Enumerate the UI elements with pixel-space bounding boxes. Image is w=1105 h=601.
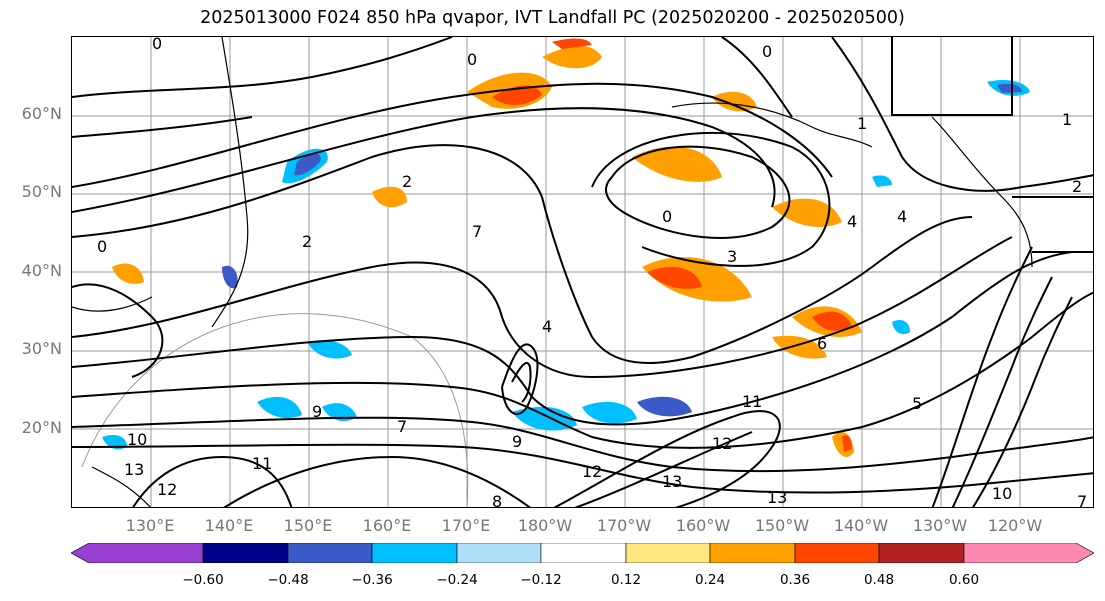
contour-label: 7: [472, 222, 482, 241]
lon-label: 180°W: [517, 516, 573, 535]
colorbar-tick: −0.36: [351, 572, 393, 588]
contour-label: 7: [1077, 492, 1087, 508]
contour-label: 6: [817, 334, 827, 353]
contour-label: 9: [512, 432, 522, 451]
ivt-contours: [72, 37, 1093, 507]
lon-label: 140°E: [204, 516, 254, 535]
lon-label: 130°E: [125, 516, 175, 535]
colorbar-segment: [202, 543, 289, 563]
colorbar-segment: [287, 543, 373, 563]
contour-label: 12: [712, 434, 732, 453]
contour-label: 12: [157, 480, 177, 499]
contour-label: 7: [397, 417, 407, 436]
contour-label: 2: [302, 232, 312, 251]
colorbar-segment: [709, 543, 796, 563]
lon-label: 170°E: [441, 516, 491, 535]
colorbar-segment: [625, 543, 711, 563]
colorbar-segment: [456, 543, 542, 563]
colorbar-segment: [71, 543, 204, 563]
contour-label: 2: [1072, 177, 1082, 196]
colorbar-segment: [371, 543, 458, 563]
contour-label: 0: [762, 42, 772, 61]
contour-label: 8: [492, 492, 502, 508]
colorbar-tick: −0.12: [520, 572, 562, 588]
colorbar-segment: [963, 543, 1094, 563]
contour-label: 0: [97, 237, 107, 256]
contour-label: 0: [662, 207, 672, 226]
lat-label: 60°N: [21, 104, 62, 123]
colorbar: [71, 543, 1094, 563]
contour-label: 0: [152, 37, 162, 53]
contour-label-layer: 0 0 0 0 0 1 1 2 2 2 3 4 4 4 5 6 7 7 9 9 …: [97, 37, 1087, 508]
colorbar-tick: 0.24: [694, 572, 726, 588]
contour-label: 13: [662, 472, 682, 491]
contour-label: 0: [467, 50, 477, 69]
lon-label: 150°E: [283, 516, 333, 535]
contour-label: 4: [847, 212, 857, 231]
colorbar-tick: −0.60: [182, 572, 224, 588]
contour-label: 3: [727, 247, 737, 266]
map-canvas: 0 0 0 0 0 1 1 2 2 2 3 4 4 4 5 6 7 7 9 9 …: [72, 37, 1093, 508]
lon-label: 150°W: [754, 516, 810, 535]
colorbar-segment: [878, 543, 965, 563]
colorbar-tick: 0.48: [863, 572, 895, 588]
contour-label: 4: [542, 317, 552, 336]
lon-label: 170°W: [596, 516, 652, 535]
colorbar-tick: 0.12: [610, 572, 642, 588]
lat-label: 30°N: [21, 339, 62, 358]
map-plot-area: 0 0 0 0 0 1 1 2 2 2 3 4 4 4 5 6 7 7 9 9 …: [71, 36, 1094, 508]
contour-label: 9: [312, 402, 322, 421]
lon-label: 140°W: [833, 516, 889, 535]
qvapor-anomaly-fills: [102, 38, 1030, 457]
contour-label: 11: [252, 454, 272, 473]
contour-label: 4: [897, 207, 907, 226]
colorbar-tick: 0.36: [779, 572, 811, 588]
lon-label: 160°E: [362, 516, 412, 535]
contour-label: 13: [767, 488, 787, 507]
contour-label: 1: [1062, 110, 1072, 129]
colorbar-segment: [540, 543, 627, 563]
lon-label: 130°W: [912, 516, 968, 535]
contour-label: 5: [912, 394, 922, 413]
colorbar-tick: −0.48: [267, 572, 309, 588]
coastlines: [72, 37, 1033, 507]
lat-label: 40°N: [21, 261, 62, 280]
colorbar-tick: −0.24: [436, 572, 478, 588]
lat-label: 50°N: [21, 182, 62, 201]
map-title: 2025013000 F024 850 hPa qvapor, IVT Land…: [200, 8, 905, 28]
contour-label: 12: [582, 462, 602, 481]
lat-label: 20°N: [21, 418, 62, 437]
lon-label: 160°W: [675, 516, 731, 535]
contour-label: 2: [402, 172, 412, 191]
colorbar-tick: 0.60: [948, 572, 980, 588]
contour-label: 13: [124, 460, 144, 479]
contour-label: 10: [992, 484, 1012, 503]
contour-label: 10: [127, 430, 147, 449]
contour-label: 11: [742, 392, 762, 411]
lon-label: 120°W: [987, 516, 1043, 535]
contour-label: 1: [857, 114, 867, 133]
colorbar-segment: [794, 543, 880, 563]
